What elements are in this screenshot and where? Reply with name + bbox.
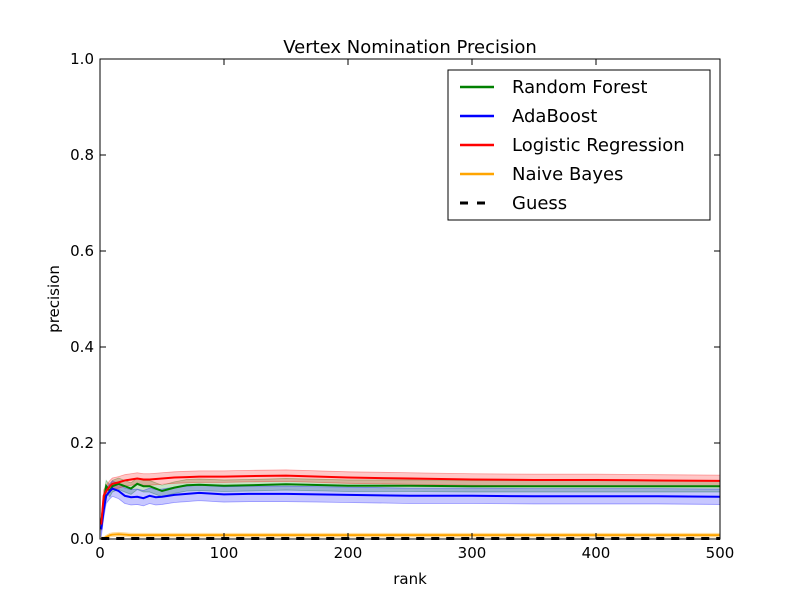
x-tick-label: 400: [582, 544, 611, 562]
legend-label-2: Logistic Regression: [512, 135, 685, 156]
y-tick-label: 0.0: [70, 530, 94, 548]
x-tick-label: 100: [210, 544, 239, 562]
series-line-0: [100, 482, 720, 525]
series-line-3: [101, 533, 720, 540]
legend: Random Forest AdaBoost Logistic Regression…: [447, 69, 711, 221]
x-axis-ticks: 0 100 200 300 400 500: [95, 59, 734, 562]
plot-frame: [99, 58, 721, 540]
legend-label-1: AdaBoost: [512, 106, 597, 127]
x-axis-label: rank: [393, 570, 427, 588]
y-axis-label: precision: [45, 265, 63, 333]
x-tick-label: 200: [334, 544, 363, 562]
series-line-1: [100, 487, 721, 530]
y-tick-label: 0.6: [70, 242, 94, 260]
band-1: [100, 480, 721, 538]
legend-label-0: Random Forest: [512, 77, 647, 98]
x-tick-label: 0: [95, 544, 105, 562]
chart-title: Vertex Nomination Precision: [283, 37, 537, 58]
legend-label-4: Guess: [512, 193, 567, 214]
x-tick-label: 500: [706, 544, 735, 562]
y-axis-ticks: 0.0 0.2 0.4 0.6 0.8 1.0: [70, 50, 720, 548]
y-tick-label: 0.4: [70, 338, 94, 356]
y-tick-label: 0.2: [70, 434, 94, 452]
y-tick-label: 0.8: [70, 146, 94, 164]
x-tick-label: 300: [458, 544, 487, 562]
legend-label-3: Naive Bayes: [512, 164, 623, 185]
y-tick-label: 1.0: [70, 50, 94, 68]
series-line-2: [100, 474, 721, 525]
